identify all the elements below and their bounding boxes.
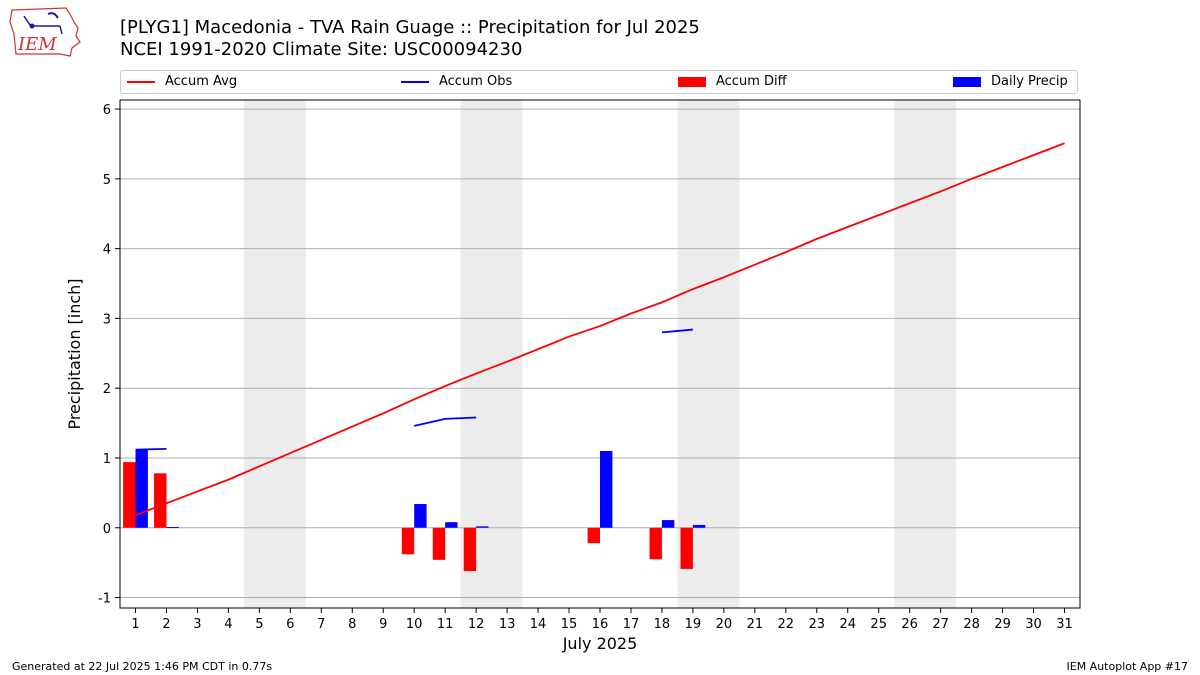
x-tick-label: 30 [1025, 617, 1042, 632]
footer-app: IEM Autoplot App #17 [1066, 660, 1189, 673]
accum-obs-line [135, 448, 167, 451]
x-tick-label: 23 [809, 617, 826, 632]
legend-label: Accum Avg [165, 74, 238, 89]
y-tick-label: 2 [103, 382, 111, 397]
chart-subtitle: NCEI 1991-2020 Climate Site: USC00094230 [120, 39, 523, 60]
legend-line-swatch [127, 80, 155, 83]
weekend-shade [677, 100, 740, 608]
x-tick-label: 16 [592, 617, 609, 632]
x-tick-label: 11 [437, 617, 454, 632]
y-tick-label: 0 [103, 522, 111, 537]
accum-diff-bar [401, 527, 415, 555]
x-tick-label: 12 [468, 617, 485, 632]
x-tick-label: 21 [747, 617, 764, 632]
x-tick-label: 27 [932, 617, 949, 632]
accum-diff-bar [680, 527, 693, 569]
weekend-shade [460, 100, 523, 608]
x-tick-label: 2 [162, 617, 170, 632]
x-axis-label: July 2025 [562, 634, 638, 653]
x-tick-label: 3 [193, 617, 201, 632]
accum-diff-bar [587, 527, 600, 544]
x-tick-label: 24 [839, 617, 856, 632]
weekend-shade [894, 100, 957, 608]
chart-title: [PLYG1] Macedonia - TVA Rain Guage :: Pr… [120, 17, 700, 38]
legend-box-swatch [678, 76, 706, 87]
x-tick-label: 13 [499, 617, 516, 632]
x-tick-label: 19 [685, 617, 702, 632]
daily-precip-bar [476, 526, 489, 528]
x-tick-label: 29 [994, 617, 1011, 632]
x-tick-label: 17 [623, 617, 640, 632]
accum-diff-bar [432, 527, 446, 560]
y-tick-label: -1 [98, 592, 111, 607]
x-tick-label: 26 [901, 617, 918, 632]
y-tick-label: 3 [103, 312, 111, 327]
x-tick-label: 6 [286, 617, 294, 632]
legend-label: Accum Diff [716, 74, 787, 89]
daily-precip-bar [414, 504, 427, 528]
x-tick-label: 7 [317, 617, 325, 632]
weekend-shade [243, 100, 306, 608]
accum-diff-bar [154, 473, 167, 528]
legend-label: Accum Obs [439, 74, 513, 89]
x-tick-label: 31 [1056, 617, 1073, 632]
legend-line-swatch [401, 80, 429, 83]
legend-item-accum-diff: Accum Diff [678, 74, 787, 89]
x-tick-label: 5 [255, 617, 263, 632]
daily-precip-bar [135, 449, 148, 528]
daily-precip-bar [600, 450, 613, 528]
accum-diff-bar [123, 462, 136, 528]
x-tick-label: 22 [778, 617, 795, 632]
legend-item-accum-avg: Accum Avg [127, 74, 237, 89]
legend-item-daily-precip: Daily Precip [953, 74, 1068, 89]
legend-box-swatch [953, 76, 981, 87]
x-tick-label: 20 [716, 617, 733, 632]
x-tick-label: 1 [131, 617, 139, 632]
x-tick-label: 15 [561, 617, 578, 632]
y-tick-label: 6 [103, 103, 111, 118]
daily-precip-bar [661, 520, 675, 528]
accum-diff-bar [463, 527, 477, 572]
x-tick-label: 28 [963, 617, 980, 632]
accum-avg-line [135, 142, 1065, 517]
iem-logo: IEM [8, 4, 82, 60]
legend: Accum Avg Accum Obs Accum Diff Daily Pre… [120, 70, 1078, 94]
accum-diff-bar [649, 527, 662, 560]
logo-text: IEM [17, 34, 57, 55]
x-tick-label: 10 [406, 617, 423, 632]
footer-generated: Generated at 22 Jul 2025 1:46 PM CDT in … [12, 660, 273, 673]
x-tick-label: 14 [530, 617, 547, 632]
accum-obs-line [413, 416, 477, 427]
plot-frame [119, 99, 1081, 609]
y-tick-label: 5 [103, 173, 111, 188]
daily-precip-bar [166, 527, 179, 529]
x-tick-label: 25 [870, 617, 887, 632]
y-tick-label: 4 [103, 243, 111, 258]
x-tick-label: 18 [654, 617, 671, 632]
x-tick-label: 8 [348, 617, 356, 632]
accum-obs-line [661, 328, 693, 334]
y-tick-label: 1 [103, 452, 111, 467]
x-tick-label: 4 [224, 617, 232, 632]
legend-label: Daily Precip [991, 74, 1068, 89]
y-axis-label: Precipitation [inch] [65, 278, 84, 429]
legend-item-accum-obs: Accum Obs [401, 74, 512, 89]
daily-precip-bar [445, 522, 458, 528]
daily-precip-bar [692, 524, 706, 528]
x-tick-label: 9 [379, 617, 387, 632]
